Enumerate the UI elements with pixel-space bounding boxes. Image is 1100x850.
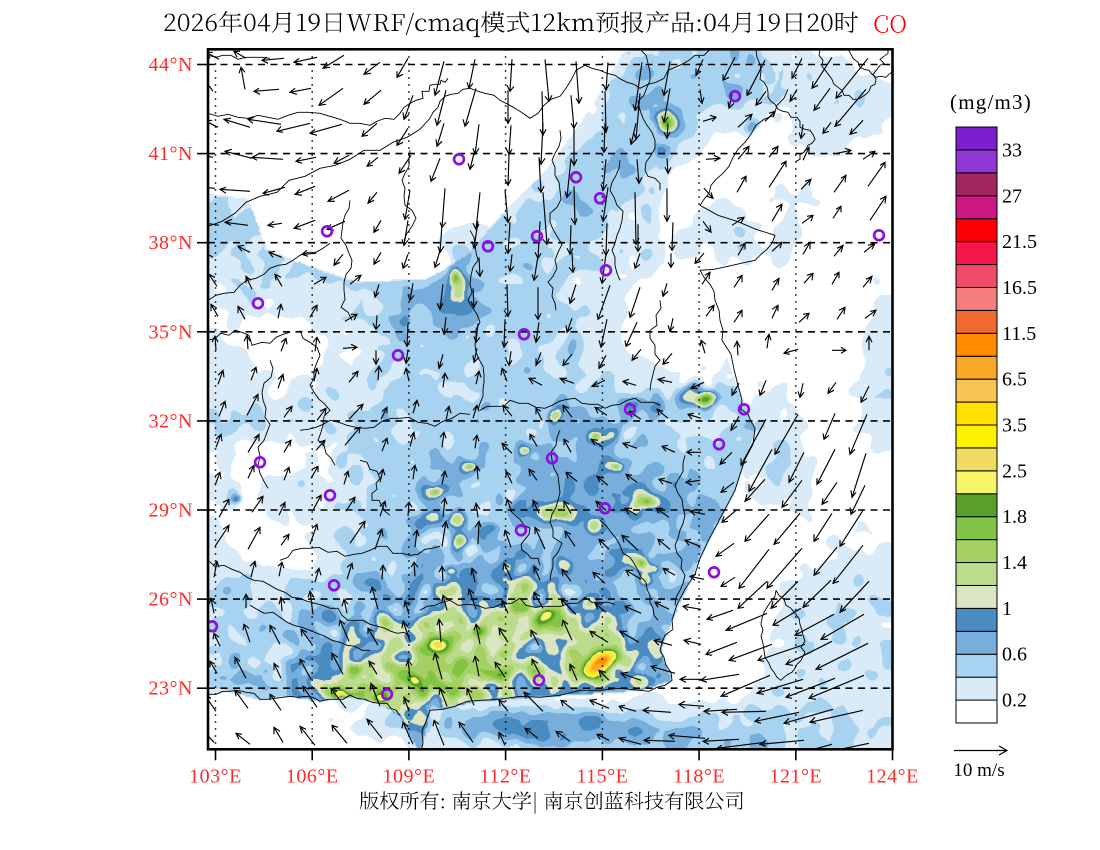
svg-text:0.2: 0.2 [1002,690,1027,712]
svg-text:(mg/m3): (mg/m3) [950,90,1032,114]
svg-text:3.5: 3.5 [1002,415,1027,437]
svg-text:21.5: 21.5 [1002,231,1037,253]
svg-text:35°N: 35°N [149,321,193,343]
svg-text:44°N: 44°N [149,54,193,76]
svg-text:27: 27 [1002,185,1022,207]
svg-text:1: 1 [1002,598,1012,620]
svg-text:41°N: 41°N [149,143,193,165]
svg-text:118°E: 118°E [673,766,725,788]
svg-text:10 m/s: 10 m/s [953,760,1004,781]
svg-text:1.8: 1.8 [1002,506,1027,528]
svg-text:23°N: 23°N [149,678,193,700]
svg-text:29°N: 29°N [149,500,193,522]
svg-text:0.6: 0.6 [1002,644,1027,666]
svg-text:124°E: 124°E [866,766,919,788]
svg-text:109°E: 109°E [383,766,436,788]
svg-text:6.5: 6.5 [1002,369,1027,391]
svg-text:32°N: 32°N [149,410,193,432]
svg-text:121°E: 121°E [769,766,822,788]
svg-text:106°E: 106°E [286,766,339,788]
svg-text:112°E: 112°E [480,766,532,788]
svg-text:115°E: 115°E [576,766,628,788]
svg-text:103°E: 103°E [189,766,242,788]
svg-text:2.5: 2.5 [1002,460,1027,482]
svg-text:11.5: 11.5 [1002,323,1036,345]
svg-text:1.4: 1.4 [1002,552,1027,574]
svg-text:38°N: 38°N [149,232,193,254]
svg-text:33: 33 [1002,139,1022,161]
svg-text:16.5: 16.5 [1002,277,1037,299]
svg-text:26°N: 26°N [149,589,193,611]
